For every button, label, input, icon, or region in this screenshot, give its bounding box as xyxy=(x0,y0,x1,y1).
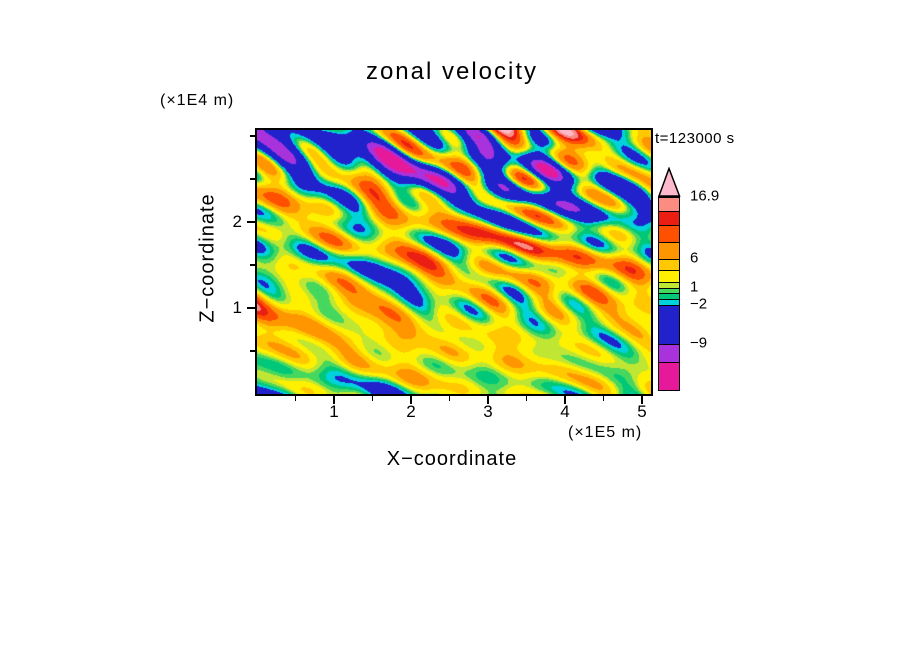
colorbar-segment xyxy=(659,259,679,271)
colorbar-label: −9 xyxy=(690,334,708,352)
colorbar-label: −2 xyxy=(690,295,708,313)
x-tick-label: 2 xyxy=(406,402,416,421)
colorbar-label: 16.9 xyxy=(690,187,720,205)
x-tick-label: 1 xyxy=(329,402,339,421)
z-axis-label: Z−coordinate xyxy=(196,193,219,323)
x-major-tick xyxy=(410,394,412,404)
x-minor-tick xyxy=(294,394,297,401)
colorbar-segment xyxy=(659,287,679,294)
z-major-tick xyxy=(247,307,257,309)
x-tick-label: 5 xyxy=(637,402,647,421)
colorbar-label: 1 xyxy=(690,278,699,296)
colorbar-labels: 16.9 6 1 −2 −9 xyxy=(690,188,760,389)
colorbar-body xyxy=(658,196,680,391)
colorbar-segment xyxy=(659,344,679,362)
colorbar: 16.9 6 1 −2 −9 xyxy=(658,167,768,397)
x-major-tick xyxy=(641,394,643,404)
x-tick-label: 3 xyxy=(483,402,493,421)
colorbar-segment xyxy=(659,241,679,260)
x-minor-tick xyxy=(448,394,451,401)
colorbar-segment xyxy=(659,304,679,345)
colorbar-arrow-shape xyxy=(658,167,681,197)
x-axis-label: X−coordinate xyxy=(386,448,518,470)
colorbar-segment xyxy=(659,361,679,390)
x-axis-unit-label: (×1E5 m) xyxy=(568,424,643,441)
colorbar-label: 6 xyxy=(690,249,699,267)
colorbar-arrow xyxy=(658,167,681,197)
z-tick-label: 2 xyxy=(232,212,242,231)
z-axis-unit-label: (×1E4 m) xyxy=(160,92,235,109)
colorbar-segment xyxy=(659,298,679,305)
z-minor-tick xyxy=(250,178,257,180)
x-major-tick xyxy=(564,394,566,404)
colorbar-segment xyxy=(659,293,679,299)
colorbar-segment xyxy=(659,197,679,211)
z-minor-tick xyxy=(250,350,257,352)
colorbar-segment xyxy=(659,281,679,288)
x-major-tick xyxy=(487,394,489,404)
x-tick-label: 4 xyxy=(560,402,570,421)
timestamp-label: t=123000 s xyxy=(655,130,735,147)
z-tick-label: 1 xyxy=(232,298,242,317)
colorbar-segment xyxy=(659,210,679,225)
x-minor-tick xyxy=(602,394,605,401)
x-minor-tick xyxy=(525,394,528,401)
colorbar-segment xyxy=(659,224,679,242)
plot-area: 1 2 3 4 5 1 2 xyxy=(233,128,653,421)
colorbar-segment xyxy=(659,270,679,282)
z-major-tick xyxy=(247,221,257,223)
z-minor-tick xyxy=(250,264,257,266)
chart-title: zonal velocity xyxy=(365,58,539,85)
x-major-tick xyxy=(333,394,335,404)
x-minor-tick xyxy=(371,394,374,401)
z-minor-tick xyxy=(250,135,257,137)
field-canvas xyxy=(257,130,651,394)
